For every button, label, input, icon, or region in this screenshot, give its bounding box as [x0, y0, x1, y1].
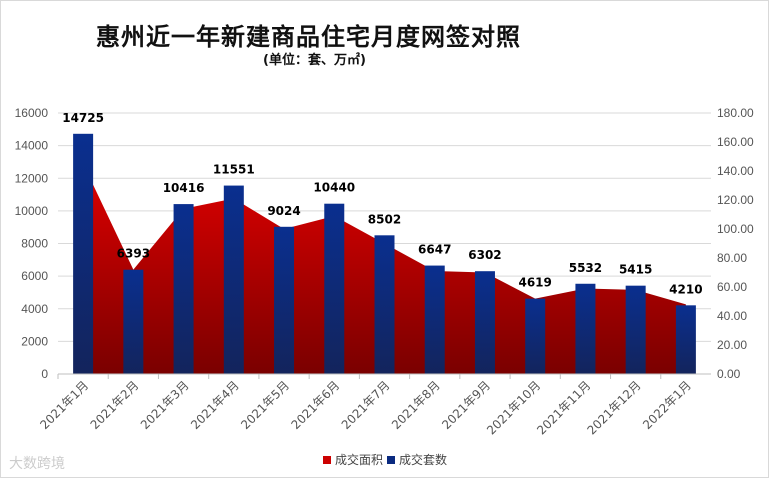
bar: [274, 226, 295, 374]
bar-data-label: 10416: [163, 181, 205, 195]
bar: [324, 203, 345, 374]
bar-data-label: 6393: [117, 247, 150, 261]
x-tick-label: 2021年8月: [389, 378, 443, 432]
chart-subtitle: (单位：套、万㎡): [263, 53, 366, 68]
y-right-tick-label: 80.00: [717, 251, 747, 265]
x-tick-label: 2022年1月: [640, 378, 694, 432]
y-right-tick-label: 60.00: [717, 280, 747, 294]
bar: [73, 133, 94, 374]
y-right-tick-label: 140.00: [717, 164, 754, 178]
bar-data-label: 11551: [213, 163, 255, 177]
x-tick-label: 2021年4月: [188, 378, 242, 432]
legend-swatch-area: [323, 455, 331, 464]
bar-data-label: 6302: [468, 248, 501, 262]
bar-data-label: 9024: [267, 204, 300, 218]
bar-data-label: 5532: [569, 261, 602, 275]
bar: [123, 269, 144, 374]
bar-data-label: 14725: [62, 111, 104, 125]
y-right-tick-label: 0.00: [717, 367, 741, 381]
legend-label-area: 成交面积: [335, 453, 384, 467]
bar-data-label: 4210: [669, 282, 702, 296]
y-left-tick-label: 8000: [21, 237, 48, 251]
bar-data-label: 5415: [619, 263, 652, 277]
bar: [474, 271, 495, 374]
y-right-tick-label: 160.00: [717, 135, 754, 149]
legend: 成交面积 成交套数: [323, 451, 447, 468]
y-left-tick-label: 16000: [15, 106, 49, 120]
y-left-tick-label: 14000: [15, 139, 49, 153]
bar: [525, 298, 546, 374]
y-right-tick-label: 120.00: [717, 193, 754, 207]
x-tick-label: 2021年12月: [585, 378, 644, 437]
bar: [575, 283, 596, 374]
bar-data-label: 10440: [313, 181, 355, 195]
y-left-tick-label: 12000: [15, 171, 49, 185]
x-tick-label: 2021年2月: [88, 378, 142, 432]
bar-data-label: 6647: [418, 243, 451, 257]
bar: [625, 285, 646, 374]
x-tick-label: 2021年9月: [439, 378, 493, 432]
x-tick-label: 2021年6月: [289, 378, 343, 432]
y-left-tick-label: 10000: [15, 204, 49, 218]
y-left-tick-label: 4000: [21, 302, 48, 316]
bar: [173, 204, 194, 374]
y-left-tick-label: 2000: [21, 334, 48, 348]
bar: [374, 235, 395, 374]
x-tick-label: 2021年1月: [37, 378, 91, 432]
bar-data-label: 8502: [368, 212, 401, 226]
bar: [223, 185, 244, 374]
watermark: 大数跨境: [9, 456, 65, 472]
y-left-tick-label: 0: [41, 367, 48, 381]
x-tick-label: 2021年3月: [138, 378, 192, 432]
y-left-tick-label: 6000: [21, 269, 48, 283]
bar: [424, 265, 445, 374]
x-tick-label: 2021年5月: [238, 378, 292, 432]
x-tick-label: 2021年7月: [339, 378, 393, 432]
y-right-tick-label: 20.00: [717, 338, 747, 352]
chart-title: 惠州近一年新建商品住宅月度网签对照: [96, 23, 521, 51]
y-right-tick-label: 100.00: [717, 222, 754, 236]
bar: [675, 305, 696, 374]
bar-data-label: 4619: [518, 276, 551, 290]
legend-label-bar: 成交套数: [399, 453, 448, 467]
y-right-tick-label: 40.00: [717, 309, 747, 323]
legend-swatch-bar: [387, 455, 396, 464]
y-right-tick-label: 180.00: [717, 106, 754, 120]
